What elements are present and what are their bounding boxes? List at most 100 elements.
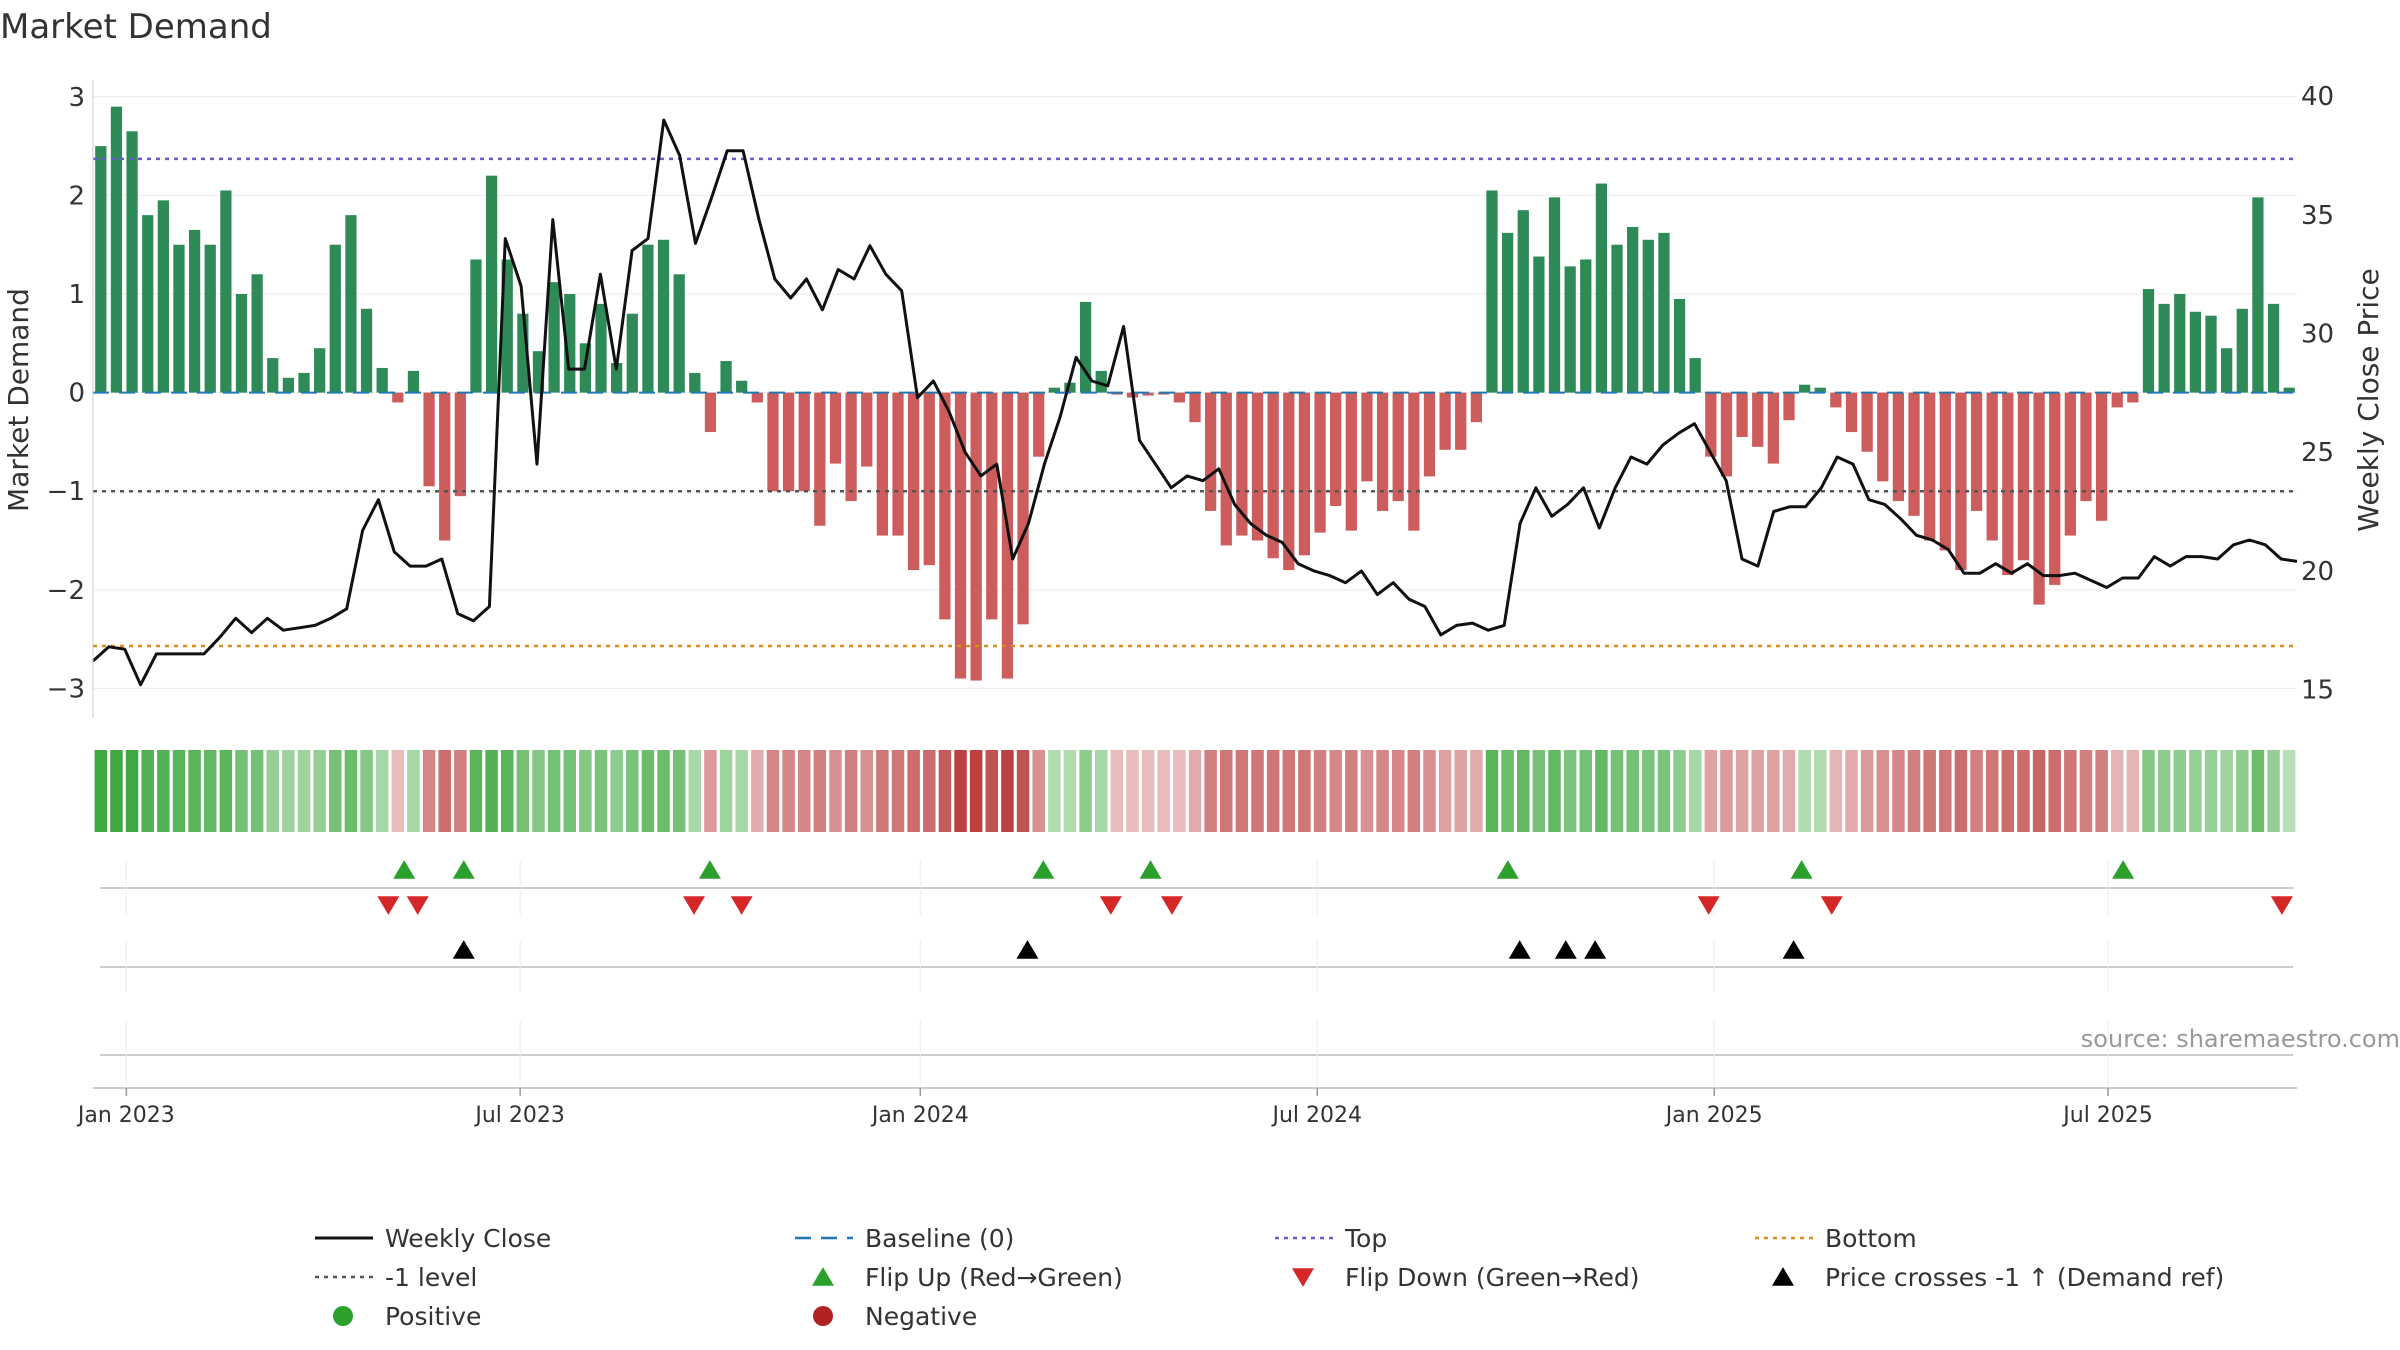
strip-cell-positive [1048,750,1061,832]
legend-label: Bottom [1825,1224,1917,1253]
strip-cell-positive [735,750,748,832]
strip-cell-negative [1298,750,1311,832]
strip-cell-negative [1423,750,1436,832]
strip-cell-positive [157,750,170,832]
positive-demand-bar [595,303,607,393]
positive-demand-bar [267,358,279,393]
positive-demand-bar [2174,294,2186,393]
positive-demand-bar [501,259,513,393]
chart-title: Market Demand [0,7,272,47]
strip-cell-negative [2001,750,2015,832]
strip-cell-positive [719,750,733,832]
legend-label: -1 level [385,1263,477,1292]
negative-demand-bar [1345,392,1357,531]
negative-demand-bar [1908,392,1920,516]
strip-cell-positive [1610,750,1624,832]
x-tick-label: Jan 2025 [1664,1103,1763,1128]
price-cross-marker [1584,940,1607,959]
strip-cell-negative [2032,750,2046,832]
positive-demand-bar [235,294,248,393]
negative-demand-bar [1752,392,1764,447]
negative-demand-bar [1251,392,1264,541]
strip-cell-negative [1876,750,1890,832]
positive-demand-bar [720,361,732,393]
negative-demand-bar [1845,392,1858,433]
positive-demand-bar [1564,266,1576,393]
negative-demand-bar [1970,392,1983,511]
positive-demand-bar [1627,226,1639,393]
negative-demand-bar [845,392,857,502]
legend-item: Positive [333,1302,481,1331]
positive-demand-bar [2189,311,2202,393]
positive-demand-bar [157,200,169,393]
strip-cell-positive [1063,750,1077,832]
strip-cell-negative [1860,750,1874,832]
negative-demand-bar [1986,392,1998,541]
negative-demand-bar [954,392,967,679]
strip-cell-positive [1079,750,1092,832]
flip-down-marker [406,896,429,915]
x-tick-label: Jul 2024 [1271,1103,1363,1128]
negative-demand-bar [751,392,763,403]
event-markers [100,860,2293,1086]
negative-demand-bar [1736,392,1748,437]
flip-down-marker [730,896,753,915]
strip-cell-positive [1813,750,1827,832]
strip-cell-positive [657,750,670,832]
strip-cell-negative [1892,750,1905,832]
strip-cell-negative [860,750,873,832]
negative-demand-bar [2049,392,2061,585]
x-tick-label: Jan 2024 [870,1103,969,1128]
positive-demand-bar [517,313,529,393]
negative-demand-bar [814,392,826,526]
positive-demand-bar [345,215,357,393]
negative-demand-bar [1455,392,1467,450]
flip-down-marker [1160,896,1183,915]
y-tick-label: 2 [68,181,85,211]
strip-cell-negative [1939,750,1952,832]
strip-cell-negative [1782,750,1796,832]
strip-cell-positive [1094,750,1108,832]
negative-demand-bar [1330,392,1342,506]
positive-demand-bar [376,367,388,393]
strip-cell-positive [1485,750,1499,832]
x-tick-label: Jul 2025 [2061,1103,2153,1128]
strip-cell-negative [1704,750,1718,832]
positive-demand-bar [1533,256,1545,393]
positive-demand-bar [360,308,373,393]
flip-up-marker [1139,860,1162,879]
strip-cell-negative [1313,750,1327,832]
negative-demand-bar [986,392,998,620]
legend-swatch-triangle-down [1292,1268,1314,1287]
strip-cell-negative [813,750,827,832]
strip-cell-negative [1970,750,1983,832]
positive-demand-bar [329,244,341,393]
strip-cell-positive [594,750,608,832]
strip-cell-negative [907,750,920,832]
negative-demand-bar [1955,392,1967,571]
strip-cell-positive [610,750,623,832]
strip-cell-negative [1985,750,1999,832]
negative-demand-bar [782,392,795,492]
strip-cell-negative [1251,750,1264,832]
legend-label: Price crosses -1 ↑ (Demand ref) [1825,1263,2224,1292]
y-tick-label: 0 [68,379,85,409]
strip-cell-negative [1141,750,1155,832]
positive-demand-bar [1611,244,1623,393]
positive-demand-bar [1798,384,1811,393]
strip-cell-positive [1579,750,1593,832]
positive-demand-bar [626,313,638,393]
positive-demand-bar [1642,239,1654,393]
negative-demand-bar [1924,392,1936,541]
positive-demand-bar [1689,358,1701,393]
negative-demand-bar [908,392,920,571]
strip-cell-positive [2157,750,2171,832]
strip-cell-negative [1220,750,1233,832]
strip-cell-negative [1204,750,1217,832]
positive-demand-bar [407,370,420,393]
strip-cell-negative [1751,750,1764,832]
x-tick-label: Jan 2023 [76,1103,175,1128]
strip-cell-positive [1642,750,1655,832]
negative-demand-bar [1173,392,1185,403]
strip-cell-positive [1798,750,1811,832]
